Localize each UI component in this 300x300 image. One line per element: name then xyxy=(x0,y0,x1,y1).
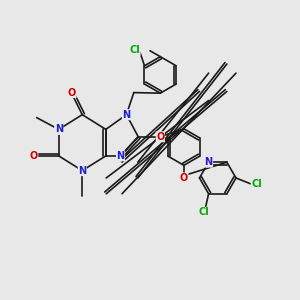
Text: O: O xyxy=(30,151,38,161)
Text: N: N xyxy=(205,157,213,167)
Text: Cl: Cl xyxy=(129,45,140,55)
Text: N: N xyxy=(122,110,130,120)
Text: O: O xyxy=(68,88,76,98)
Text: Cl: Cl xyxy=(251,179,262,189)
Text: O: O xyxy=(156,132,164,142)
Text: Cl: Cl xyxy=(199,207,210,217)
Text: N: N xyxy=(78,166,86,176)
Text: N: N xyxy=(116,151,124,161)
Text: O: O xyxy=(180,173,188,183)
Text: N: N xyxy=(55,124,63,134)
